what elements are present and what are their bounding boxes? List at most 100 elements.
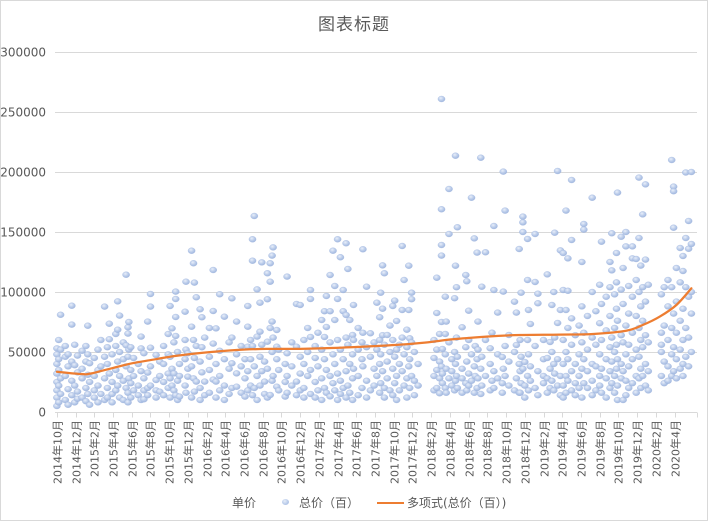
data-point xyxy=(531,230,539,238)
x-tick-label: 2018年10月 xyxy=(500,420,514,484)
data-point xyxy=(358,339,366,346)
data-point xyxy=(300,360,308,368)
data-point xyxy=(676,346,684,353)
data-point xyxy=(664,276,672,284)
y-tick-label: 100000 xyxy=(0,286,46,300)
data-point xyxy=(250,363,259,370)
data-point xyxy=(232,318,241,325)
data-point xyxy=(192,294,201,301)
data-point xyxy=(146,363,155,370)
x-tick-label: 2015年4月 xyxy=(107,420,121,477)
x-tick-label: 2014年12月 xyxy=(70,420,84,484)
data-point xyxy=(438,345,447,353)
data-point xyxy=(519,228,527,236)
data-point xyxy=(567,387,576,394)
data-point xyxy=(628,380,637,387)
data-point xyxy=(543,354,552,362)
data-point xyxy=(349,336,358,344)
data-point xyxy=(189,260,198,267)
data-point xyxy=(159,342,168,350)
data-point xyxy=(82,384,90,392)
data-point xyxy=(366,387,375,394)
data-point xyxy=(676,317,684,324)
data-point xyxy=(311,354,319,362)
data-point xyxy=(437,241,446,249)
data-point xyxy=(595,320,604,327)
data-point xyxy=(562,207,570,214)
data-point xyxy=(622,322,630,329)
data-point xyxy=(550,229,559,236)
data-point xyxy=(410,377,419,384)
data-point xyxy=(127,366,135,374)
data-point xyxy=(215,372,224,380)
data-point xyxy=(687,348,696,356)
data-point xyxy=(164,330,172,338)
data-point xyxy=(617,332,625,339)
data-point xyxy=(366,353,375,360)
data-point xyxy=(198,344,206,351)
data-point xyxy=(90,387,99,394)
data-point xyxy=(597,365,606,372)
data-point xyxy=(632,346,640,353)
data-point xyxy=(664,363,672,370)
data-point xyxy=(78,365,86,372)
data-point xyxy=(486,360,494,368)
data-point xyxy=(373,299,381,306)
data-point xyxy=(182,278,190,285)
data-point xyxy=(283,372,291,380)
data-point xyxy=(113,326,122,333)
data-point xyxy=(602,375,610,382)
data-point xyxy=(597,389,606,396)
y-axis: 0 50000 100000 150000 200000 250000 300000 xyxy=(0,46,46,420)
data-point xyxy=(395,387,404,394)
data-point xyxy=(682,324,690,332)
data-point xyxy=(246,336,255,344)
data-point xyxy=(595,351,604,358)
data-point xyxy=(660,322,668,329)
data-point xyxy=(405,262,413,269)
data-point xyxy=(376,380,385,387)
x-tick-label: 2015年12月 xyxy=(182,420,196,484)
data-point xyxy=(597,336,606,344)
data-point xyxy=(281,378,289,386)
data-point xyxy=(433,309,441,317)
data-point xyxy=(682,353,690,360)
data-point xyxy=(624,310,633,317)
data-point xyxy=(263,365,272,372)
data-point xyxy=(85,378,94,386)
data-point xyxy=(470,363,479,370)
data-point xyxy=(212,360,220,368)
data-point xyxy=(339,356,347,363)
data-point xyxy=(220,396,229,404)
data-point xyxy=(129,354,138,362)
x-tick-label: 2019年2月 xyxy=(538,420,552,477)
data-point xyxy=(329,380,337,387)
x-tick-label: 2017年8月 xyxy=(369,420,383,477)
data-point xyxy=(187,323,196,330)
data-point xyxy=(127,394,135,401)
data-point xyxy=(638,344,647,351)
data-point xyxy=(170,339,178,346)
data-point xyxy=(464,307,473,314)
data-point xyxy=(380,270,389,277)
data-point xyxy=(539,336,548,344)
data-point xyxy=(676,244,684,252)
data-point xyxy=(248,236,257,243)
data-point xyxy=(534,392,542,399)
data-point xyxy=(269,244,277,251)
data-point xyxy=(405,356,414,363)
data-point xyxy=(300,384,308,392)
data-point xyxy=(383,375,391,382)
data-point xyxy=(575,322,583,329)
data-point xyxy=(85,401,94,408)
data-point xyxy=(588,392,596,399)
data-point xyxy=(342,240,350,247)
data-point xyxy=(452,284,461,291)
data-point xyxy=(283,350,291,357)
y-tick-label: 200000 xyxy=(0,166,46,180)
data-point xyxy=(390,297,399,304)
data-point xyxy=(143,318,152,325)
data-point xyxy=(105,370,114,377)
data-point xyxy=(273,326,281,334)
data-point xyxy=(152,394,160,401)
